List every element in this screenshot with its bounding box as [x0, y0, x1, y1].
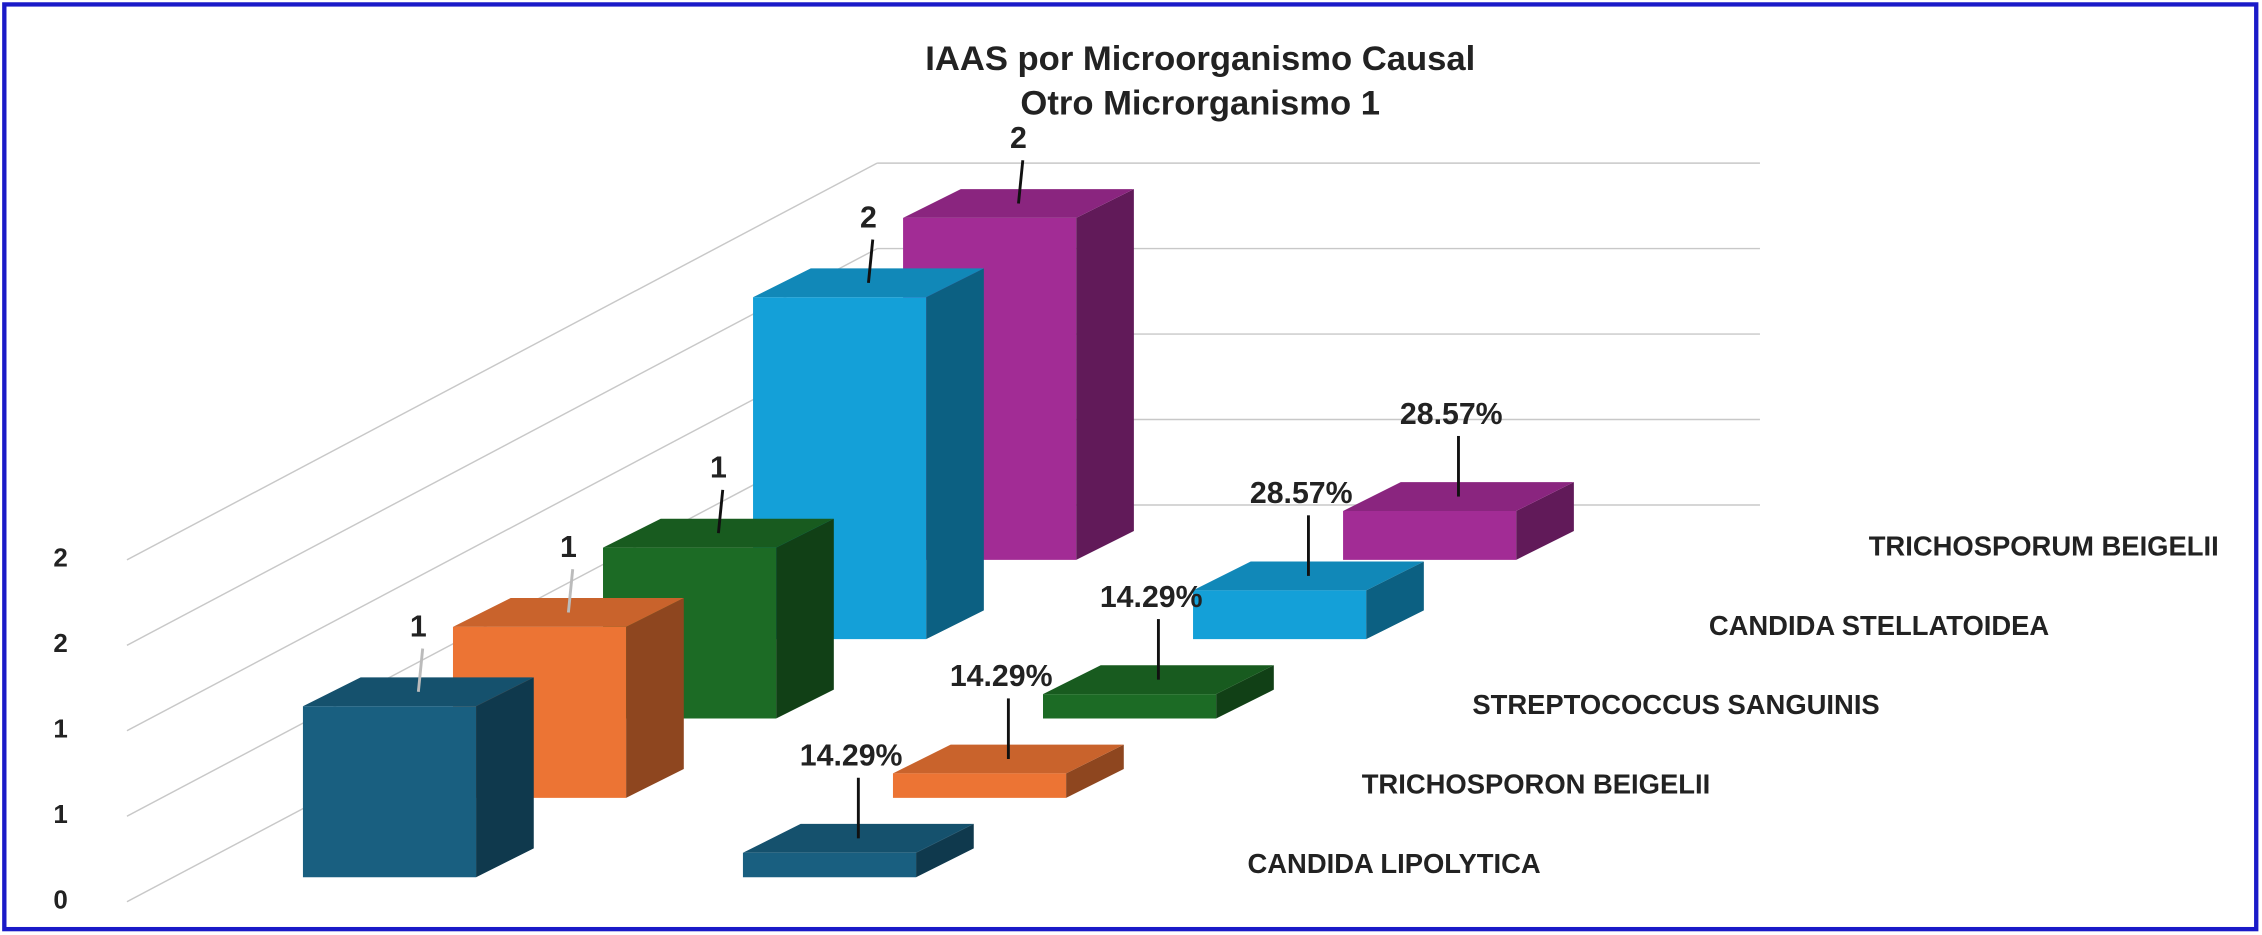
- data-label: 1: [710, 452, 727, 485]
- grid-line: [126, 247, 878, 646]
- bar-side: [1076, 189, 1134, 560]
- bar-side: [776, 518, 834, 719]
- bar-side: [926, 268, 984, 640]
- leader-line: [867, 239, 875, 283]
- category-label: CANDIDA LIPOLYTICA: [1247, 848, 1540, 879]
- leader-line: [566, 569, 575, 613]
- data-label: 2: [860, 201, 877, 234]
- y-tick-label: 0: [53, 885, 67, 915]
- bar-side: [1366, 561, 1424, 640]
- data-label: 28.57%: [1250, 477, 1353, 510]
- y-tick-label: 2: [53, 628, 67, 658]
- data-label: 14.29%: [950, 660, 1053, 693]
- bar-front: [302, 706, 477, 878]
- bar-front: [1193, 590, 1367, 640]
- bar-front: [1343, 510, 1517, 560]
- bar-front: [742, 852, 917, 878]
- category-label: TRICHOSPORUM BEIGELII: [1869, 531, 2219, 562]
- bar-front: [1043, 694, 1217, 719]
- bar-top: [603, 518, 834, 548]
- bar-side: [1516, 482, 1574, 560]
- bar-front: [892, 773, 1067, 798]
- y-tick-label: 2: [53, 543, 67, 573]
- y-tick-label: 1: [53, 799, 67, 829]
- leader-line: [1017, 160, 1025, 204]
- data-label: 1: [410, 610, 427, 643]
- grid-line: [126, 162, 878, 561]
- bar-side: [1066, 744, 1124, 798]
- chart-subtitle: Otro Microrganismo 1: [1020, 85, 1380, 123]
- data-label: 1: [560, 531, 577, 564]
- bar-side: [916, 823, 974, 878]
- bar-side: [626, 598, 684, 798]
- bar: [603, 518, 834, 719]
- bar: [302, 677, 534, 878]
- data-label: 2: [1010, 122, 1027, 155]
- leader-line: [716, 489, 725, 534]
- category-label: CANDIDA STELLATOIDEA: [1709, 610, 2050, 641]
- data-label: 14.29%: [800, 740, 903, 773]
- data-label: 14.29%: [1100, 581, 1203, 614]
- data-label: 28.57%: [1400, 398, 1503, 431]
- grid-line: [126, 333, 878, 732]
- bar-side: [1216, 665, 1274, 719]
- y-tick-label: 1: [53, 714, 67, 744]
- bar: [1043, 665, 1274, 719]
- category-label: TRICHOSPORON BEIGELII: [1362, 769, 1711, 800]
- leader-line: [416, 648, 425, 692]
- category-label: STREPTOCOCCUS SANGUINIS: [1472, 689, 1879, 720]
- chart-title: IAAS por Microorganismo Causal: [925, 40, 1475, 78]
- bar-side: [476, 677, 534, 878]
